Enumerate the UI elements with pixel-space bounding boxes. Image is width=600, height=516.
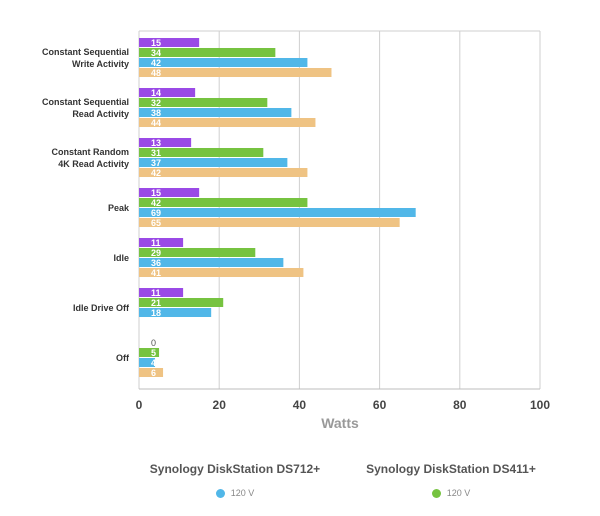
bar — [139, 288, 184, 297]
x-tick-label: 100 — [530, 398, 550, 412]
bar-value-label: 15 — [151, 188, 161, 198]
bar-value-label: 18 — [151, 308, 161, 318]
legend-ds712: Synology DiskStation DS712+ 120 V — [130, 462, 340, 498]
x-tick-label: 20 — [213, 398, 227, 412]
x-tick-label: 60 — [373, 398, 387, 412]
bar — [139, 48, 276, 57]
category-labels: Constant Sequential Write Activity Constan… — [42, 47, 130, 363]
bar-value-label: 34 — [151, 48, 161, 58]
category-label: 4K Read Activity — [58, 159, 129, 169]
legend-dot-icon — [431, 488, 441, 498]
category-label: Constant Sequential — [42, 47, 129, 57]
bar — [139, 158, 288, 167]
bar-value-label: 65 — [151, 218, 161, 228]
category-label: Constant Sequential — [42, 97, 129, 107]
bar — [139, 148, 264, 157]
bar-value-label: 4 — [151, 358, 156, 368]
legend-label-ds411: 120 V — [446, 488, 471, 498]
legend-title-ds411: Synology DiskStation DS411+ — [366, 462, 536, 476]
bar — [139, 168, 308, 177]
legend-ds411: Synology DiskStation DS411+ 120 V — [346, 462, 556, 498]
category-label: Peak — [108, 203, 130, 213]
bar-value-label: 11 — [151, 288, 161, 298]
bar — [139, 368, 164, 377]
bar — [139, 188, 200, 197]
bar — [139, 38, 200, 47]
bar-value-label: 14 — [151, 88, 161, 98]
category-label: Off — [116, 353, 130, 363]
bar-value-label: 44 — [151, 118, 161, 128]
bar — [139, 68, 332, 77]
legend-entry-ds411: 120 V — [346, 488, 556, 498]
category-label: Write Activity — [72, 59, 129, 69]
bar-value-label: 15 — [151, 38, 161, 48]
category-label: Read Activity — [72, 109, 129, 119]
x-tick-label: 80 — [453, 398, 467, 412]
legend-label-ds712: 120 V — [230, 488, 255, 498]
bar — [139, 98, 268, 107]
bar — [139, 208, 416, 217]
x-tick-labels: 0 20 40 60 80 100 — [136, 398, 551, 412]
legend-entry-ds712: 120 V — [130, 488, 340, 498]
bar — [139, 218, 400, 227]
bar-value-label: 6 — [151, 368, 156, 378]
bar-value-label: 11 — [151, 238, 161, 248]
bar-value-label: 37 — [151, 158, 161, 168]
bar — [139, 88, 196, 97]
bar-value-label: 69 — [151, 208, 161, 218]
bar — [139, 198, 308, 207]
bar — [139, 238, 184, 247]
bar-value-label: 42 — [151, 198, 161, 208]
bar-value-label: 21 — [151, 298, 161, 308]
bar-value-label: 48 — [151, 68, 161, 78]
category-label: Idle — [113, 253, 129, 263]
x-tick-label: 0 — [136, 398, 143, 412]
x-axis-title: Watts — [321, 415, 359, 431]
bar-value-label: 36 — [151, 258, 161, 268]
bar — [139, 298, 224, 307]
bar — [139, 108, 292, 117]
bar-value-label: 5 — [151, 348, 156, 358]
bar — [139, 308, 212, 317]
legend-dot-icon — [215, 488, 225, 498]
bar-value-label: 41 — [151, 268, 161, 278]
category-label: Constant Random — [52, 147, 130, 157]
bar — [139, 358, 156, 367]
bar-value-label: 29 — [151, 248, 161, 258]
bar — [139, 248, 256, 257]
bar-value-label: 42 — [151, 168, 161, 178]
bar-value-label: 32 — [151, 98, 161, 108]
bar — [139, 138, 192, 147]
legend-title-ds712: Synology DiskStation DS712+ — [149, 462, 321, 476]
bar-value-label: 42 — [151, 58, 161, 68]
x-tick-label: 40 — [293, 398, 307, 412]
bar-value-label: 38 — [151, 108, 161, 118]
bar-value-label: 13 — [151, 138, 161, 148]
bars: 1534424814323844133137421542696511293641… — [139, 38, 416, 378]
bar — [139, 58, 308, 67]
bar — [139, 258, 284, 267]
bar — [139, 268, 304, 277]
bar-value-label: 0 — [151, 338, 156, 348]
bar-value-label: 31 — [151, 148, 161, 158]
grid — [138, 30, 541, 390]
category-label: Idle Drive Off — [73, 303, 130, 313]
bar — [139, 348, 160, 357]
bar — [139, 118, 316, 127]
